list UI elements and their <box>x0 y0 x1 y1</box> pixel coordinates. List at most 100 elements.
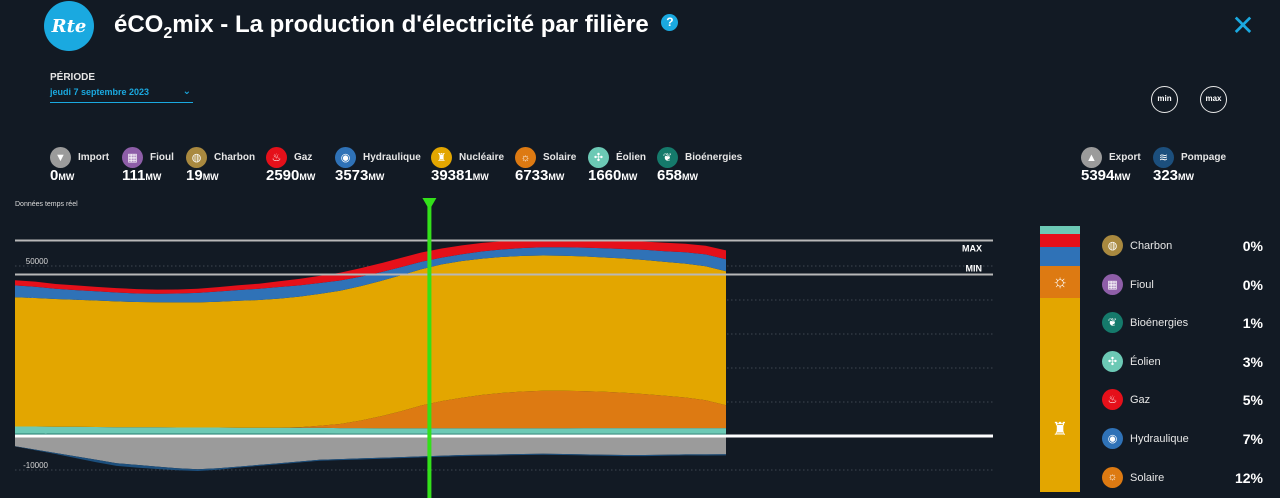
mix-segment-gaz[interactable] <box>1040 233 1080 248</box>
hydraulique-icon: ◉ <box>335 147 356 168</box>
close-button[interactable]: ✕ <box>1231 10 1255 41</box>
source-value-unit: MW <box>472 172 489 182</box>
eolien-icon: ✣ <box>1102 350 1123 372</box>
source-name: Pompage <box>1181 152 1227 163</box>
source-value-unit: MW <box>299 172 316 182</box>
source-value-number: 3573 <box>335 167 369 184</box>
help-icon[interactable]: ? <box>661 14 679 32</box>
source-value-number: 2590 <box>266 167 300 184</box>
mix-legend-name: Éolien <box>1130 355 1161 368</box>
source-value: 658MW <box>657 167 698 184</box>
source-value-number: 39381 <box>431 167 473 184</box>
fioul-icon: ▦ <box>1102 273 1123 295</box>
bioenergies-icon: ❦ <box>657 147 678 168</box>
period-select[interactable]: jeudi 7 septembre 2023 ⌄ <box>50 86 193 103</box>
period-label: PÉRIODE <box>50 72 96 83</box>
source-value-number: 323 <box>1153 167 1179 184</box>
min-toggle-button[interactable]: min <box>1151 86 1178 113</box>
area-éolien <box>15 426 726 434</box>
hydraulique-icon: ◉ <box>1102 428 1123 449</box>
bioenergies-icon: ❦ <box>1102 312 1123 334</box>
source-value-number: 5394 <box>1081 167 1115 184</box>
mix-legend-charbon[interactable]: ◍ Charbon 0% <box>1102 235 1267 257</box>
export-icon: ▲ <box>1081 147 1102 168</box>
area-solaire <box>15 390 726 429</box>
source-value: 0MW <box>50 167 74 184</box>
mix-legend-fioul[interactable]: ▦ Fioul 0% <box>1102 273 1267 296</box>
solaire-icon: ☼ <box>515 147 536 168</box>
mix-legend-éolien[interactable]: ✣ Éolien 3% <box>1102 350 1267 373</box>
area-pompage <box>15 446 726 471</box>
mix-legend-percent: 3% <box>1242 353 1263 370</box>
source-name: Solaire <box>543 152 577 163</box>
source-value: 2590MW <box>266 167 315 184</box>
mix-legend-percent: 0% <box>1242 238 1263 254</box>
mix-legend-name: Bioénergies <box>1130 317 1189 330</box>
mix-legend-name: Hydraulique <box>1130 433 1189 445</box>
period-value: jeudi 7 septembre 2023 <box>50 87 150 97</box>
source-name: Hydraulique <box>363 152 421 163</box>
solaire-icon: ☼ <box>1102 466 1123 488</box>
mix-legend-hydraulique[interactable]: ◉ Hydraulique 7% <box>1102 428 1267 450</box>
source-value-number: 19 <box>186 167 203 184</box>
pompage-icon: ≋ <box>1153 147 1174 168</box>
area-export <box>15 436 726 470</box>
mix-legend-percent: 0% <box>1242 276 1263 293</box>
charbon-icon: ◍ <box>1102 235 1123 256</box>
source-value-number: 658 <box>657 167 683 184</box>
source-name: Bioénergies <box>685 152 743 163</box>
source-value: 5394MW <box>1081 167 1130 184</box>
mix-legend-name: Charbon <box>1130 240 1173 252</box>
nucleaire-icon: ♜ <box>431 147 452 168</box>
source-value-unit: MW <box>202 172 219 182</box>
source-value-unit: MW <box>548 172 565 182</box>
mix-legend-gaz[interactable]: ♨ Gaz 5% <box>1102 389 1267 411</box>
source-value: 1660MW <box>588 167 637 184</box>
mix-segment-solaire[interactable]: ☼ <box>1040 265 1080 298</box>
mix-segment-nucléaire[interactable]: ♜ <box>1040 297 1080 492</box>
source-value: 323MW <box>1153 167 1194 184</box>
mix-stacked-bar: ☼ ♜ <box>1040 226 1080 492</box>
source-name: Nucléaire <box>459 152 505 163</box>
source-value-number: 1660 <box>588 167 622 184</box>
production-area-chart[interactable]: -1000001000020000300004000050000MAXMIN <box>0 196 1000 498</box>
source-value: 111MW <box>122 167 161 184</box>
page-title: éCO2mix - La production d'électricité pa… <box>114 11 679 43</box>
y-tick-label: 50000 <box>26 257 49 266</box>
source-name: Éolien <box>616 152 647 163</box>
mix-legend-percent: 5% <box>1242 392 1263 409</box>
title-subscript: 2 <box>163 24 173 42</box>
source-value-number: 111 <box>122 167 146 184</box>
import-icon: ▼ <box>50 147 71 168</box>
mix-segment-éolien[interactable] <box>1040 226 1080 234</box>
mix-legend-solaire[interactable]: ☼ Solaire 12% <box>1102 466 1267 489</box>
source-name: Import <box>78 152 110 163</box>
mix-legend-percent: 1% <box>1242 315 1263 332</box>
source-value-unit: MW <box>1114 172 1131 182</box>
source-name: Gaz <box>294 152 313 163</box>
gaz-icon: ♨ <box>1102 389 1123 411</box>
mix-legend-percent: 7% <box>1242 431 1263 447</box>
nuclear-plant-icon: ♜ <box>1051 418 1069 439</box>
mix-legend-bioénergies[interactable]: ❦ Bioénergies 1% <box>1102 312 1267 334</box>
source-value: 6733MW <box>515 167 564 184</box>
mix-legend-percent: 12% <box>1234 469 1263 486</box>
min-label: MIN <box>966 264 983 274</box>
source-value-unit: MW <box>682 172 699 182</box>
gaz-icon: ♨ <box>266 147 287 168</box>
time-cursor-handle[interactable] <box>422 198 437 210</box>
mix-legend-name: Solaire <box>1130 471 1165 484</box>
source-name: Export <box>1109 152 1141 163</box>
max-toggle-button[interactable]: max <box>1200 86 1227 113</box>
mix-segment-hydraulique[interactable] <box>1040 247 1080 266</box>
source-value-number: 0 <box>50 167 59 184</box>
mix-legend-name: Gaz <box>1130 394 1151 407</box>
y-tick-label: -10000 <box>23 461 48 470</box>
area-nucléaire <box>15 255 726 428</box>
max-label: MAX <box>962 244 982 254</box>
source-value-unit: MW <box>1178 172 1195 182</box>
source-value-number: 6733 <box>515 167 549 184</box>
area-gaz <box>15 239 726 294</box>
source-value-unit: MW <box>621 172 638 182</box>
chart-title: Données temps réel <box>15 201 78 208</box>
